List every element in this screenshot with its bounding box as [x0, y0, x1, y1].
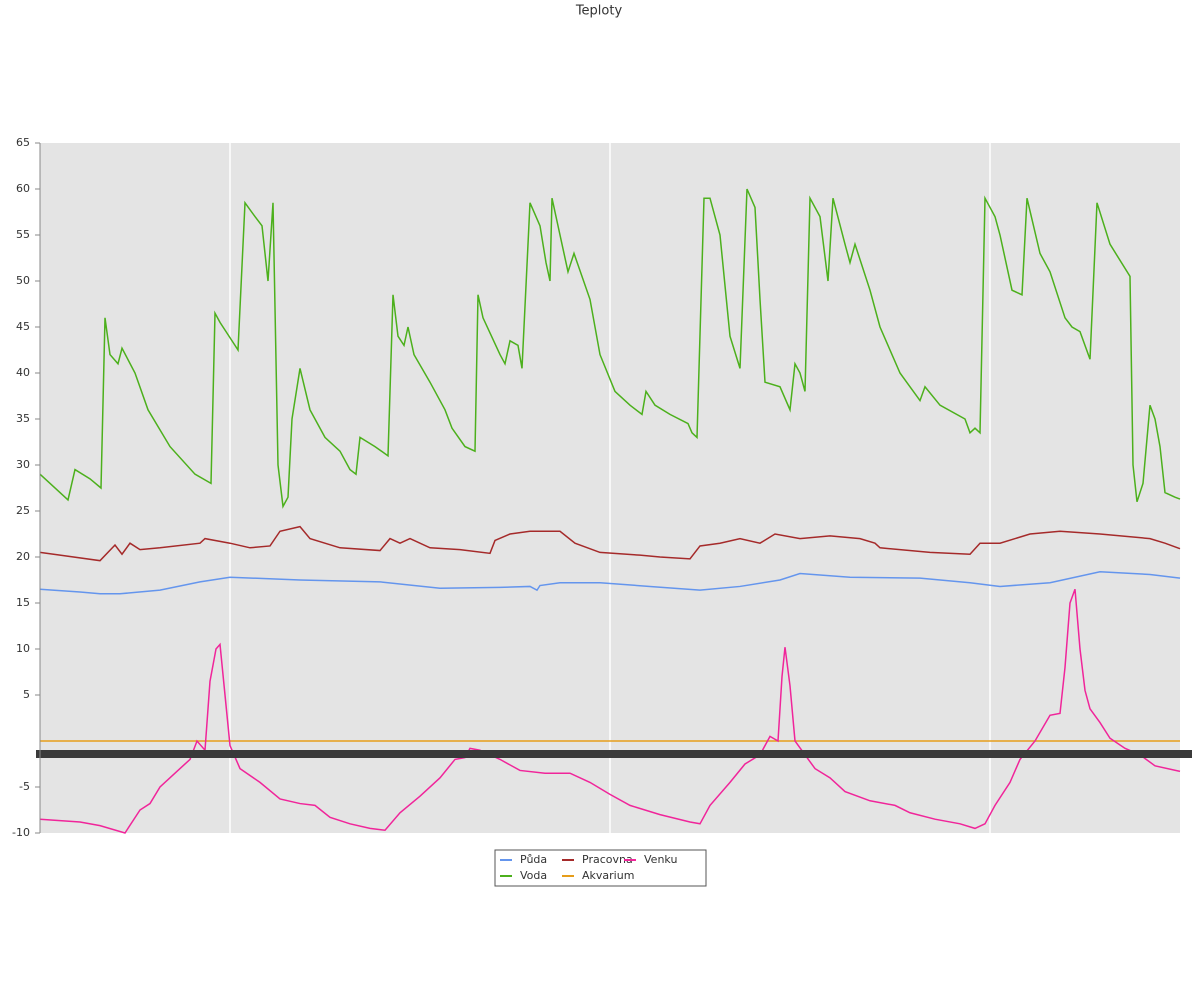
y-tick-label: 20 — [16, 550, 30, 563]
y-tick-label: 45 — [16, 320, 30, 333]
legend-label: Pracovna — [582, 853, 633, 866]
y-tick-label: 30 — [16, 458, 30, 471]
legend-label: Akvarium — [582, 869, 634, 882]
y-tick-label: 10 — [16, 642, 30, 655]
line — [39, 188, 1181, 509]
y-tick-label: 65 — [16, 136, 30, 149]
y-tick-label: 40 — [16, 366, 30, 379]
line — [39, 525, 1181, 562]
y-tick-label: 55 — [16, 228, 30, 241]
y-tick-label: -5 — [19, 780, 30, 793]
x-axis-band — [36, 750, 1192, 758]
legend-label: Voda — [520, 869, 547, 882]
y-tick-label: 15 — [16, 596, 30, 609]
legend-label: Venku — [644, 853, 677, 866]
y-tick-label: 60 — [16, 182, 30, 195]
legend-label: Půda — [520, 853, 547, 866]
y-tick-label: 25 — [16, 504, 30, 517]
line — [39, 588, 1181, 834]
y-tick-label: 5 — [23, 688, 30, 701]
chart-title: Teploty — [575, 4, 623, 19]
y-tick-label: 50 — [16, 274, 30, 287]
legend — [494, 849, 707, 887]
y-tick-label: -10 — [12, 826, 30, 839]
y-tick-label: 35 — [16, 412, 30, 425]
line — [39, 570, 1181, 595]
